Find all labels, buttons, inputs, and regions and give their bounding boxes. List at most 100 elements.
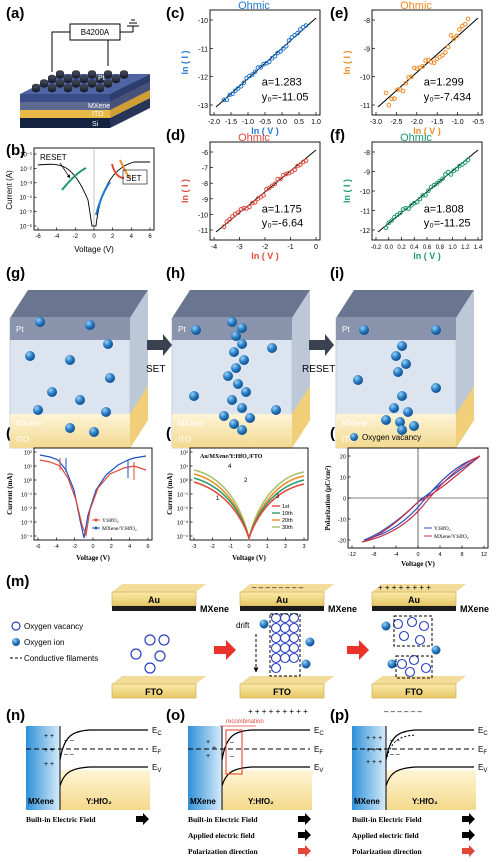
oxygen-vacancy-ball — [75, 395, 85, 405]
oxygen-vacancy-ball — [395, 417, 405, 427]
x-tick-label: -1.5 — [225, 119, 237, 126]
data-point — [235, 86, 241, 91]
data-point — [454, 166, 460, 172]
fit-plot-d: Ohmic-6-7-8-9-10-11-4 -3 -2 -1 0ln ( V )ln (… — [180, 132, 321, 261]
legend-j-1: MXene/Y:HfO₂ — [102, 525, 137, 532]
y-tick-label: -20 — [338, 539, 346, 545]
y-tick-label: 10⁻¹ — [177, 493, 188, 499]
recombination-label: recombination — [226, 719, 264, 725]
fto-label: FTO — [273, 687, 291, 697]
x-tick-label: 4 — [128, 544, 131, 550]
vacancy — [130, 648, 142, 660]
oxygen-vacancy-ball — [239, 355, 249, 365]
legend-k-label: 10th — [282, 511, 293, 517]
oxygen-vacancy-ball — [89, 427, 99, 437]
y-tick-label: -9 — [364, 46, 370, 53]
fit-slope-f: a=1.808 — [424, 204, 464, 216]
legend-l-1: MXene/Y:HfO₂ — [434, 533, 469, 540]
x-tick-label: 1.4 — [474, 245, 483, 251]
charge-symbol: + + — [44, 733, 54, 740]
ion-legend-icon — [12, 638, 20, 646]
vacancy — [392, 618, 404, 630]
data-point — [397, 210, 403, 216]
fit-plot-c: Ohmic -10 -11 -12 -13 -2.0 -1.5 -1.0 -0.5 0.0 0.5 1… — [180, 0, 321, 136]
stack-m-3: Au MXene FTO + + + + + + + + – – – – – – — [371, 583, 489, 716]
ec-label: EC — [478, 726, 488, 737]
vacancy — [414, 634, 426, 646]
y-tick-label: -12 — [360, 228, 370, 235]
direction-arrow-icon — [462, 813, 475, 825]
oxygen-vacancy-legend: Oxygen vacancy — [362, 433, 421, 442]
oxygen-ion — [387, 659, 397, 669]
oxygen-vacancy-ball — [431, 383, 441, 393]
title-k: Au/MXene/Y:HfO₂/FTO — [200, 454, 263, 460]
stack-m-2: Au MXene FTO – – – – – – – – + + + + + + + +… — [236, 583, 357, 716]
y-tick-label: 10⁻¹ — [21, 493, 32, 499]
y-tick-label: -9 — [202, 197, 208, 204]
y-tick-label: 10⁻² — [20, 167, 32, 173]
y-tick-label: -10 — [360, 189, 370, 196]
charge-symbol: + — [206, 753, 210, 760]
loop-yhfo2 — [363, 457, 479, 541]
data-point — [386, 102, 392, 108]
data-point — [272, 181, 278, 186]
y-tick-label: -9 — [364, 170, 370, 177]
oxygen-vacancy-ball — [353, 375, 363, 385]
oxygen-vacancy-ball — [233, 379, 243, 389]
data-point — [241, 206, 247, 211]
vacancy — [288, 612, 300, 624]
oxygen-vacancy-ball — [229, 347, 239, 357]
y-tick-label: -11 — [360, 103, 370, 110]
data-point — [462, 160, 468, 165]
x-tick-label: -4 — [211, 244, 217, 251]
fit-intercept-c: y₀=-11.05 — [262, 91, 309, 103]
panel-label-d: (d) — [166, 127, 185, 144]
y-tick-label: -11 — [360, 209, 370, 216]
direction-arrow-icon — [462, 829, 475, 841]
data-point — [389, 96, 395, 102]
oxygen-vacancy-ball — [401, 359, 411, 369]
mxene-label: MXene — [460, 604, 489, 614]
ev-line — [59, 766, 148, 787]
fit-title-f: Ohmic — [400, 132, 432, 144]
panel-label-m: (m) — [6, 573, 29, 590]
oxygen-vacancy-ball — [231, 331, 241, 341]
arrow-m-1 — [214, 640, 236, 660]
y-tick-label: -8 — [364, 150, 370, 157]
mechanism-panel-m: Oxygen vacancy Oxygen ion Conductive fil… — [10, 583, 489, 716]
cube-label-pt: Pt — [16, 325, 24, 334]
legend-m-vacancy: Oxygen vacancy — [24, 622, 83, 631]
data-point — [448, 33, 454, 38]
oxygen-vacancy-ball — [101, 407, 111, 417]
charge-symbol: – – — [390, 737, 400, 744]
vacancy — [288, 652, 300, 664]
data-point — [443, 172, 448, 177]
data-point — [286, 38, 292, 43]
data-point — [281, 46, 286, 51]
x-tick-label: 3 — [302, 544, 305, 550]
filament-schematics: Pt MXene ITO Pt MXene ITO Pt MXene ITO — [9, 290, 474, 449]
oxygen-vacancy-ball — [65, 423, 75, 433]
data-point — [406, 75, 411, 80]
panel-label-c: (c) — [166, 5, 184, 22]
oxygen-vacancy-ball — [431, 325, 441, 335]
ef-label: EF — [152, 745, 161, 756]
legend-m-ion: Oxygen ion — [24, 638, 64, 647]
data-point — [465, 157, 471, 162]
fit-xlabel-c: ln ( V ) — [251, 126, 279, 136]
fit-title-d: Ohmic — [238, 132, 270, 144]
data-point — [303, 158, 309, 163]
direction-arrow-icon — [136, 813, 149, 825]
panel-label-p: (p) — [330, 707, 349, 724]
oxygen-ion — [381, 621, 391, 631]
fit-line-e — [377, 17, 479, 108]
cube-label-mxene: MXene — [342, 419, 368, 428]
y-tick-label: 10⁰ — [180, 478, 189, 485]
data-point — [426, 57, 431, 63]
vacancy — [279, 612, 291, 624]
ground-icon — [120, 19, 139, 33]
data-point — [412, 65, 417, 71]
ylabel-j: Current (mA) — [6, 473, 14, 515]
cube-h-set: Pt MXene ITO — [171, 290, 310, 449]
data-point — [250, 72, 255, 77]
